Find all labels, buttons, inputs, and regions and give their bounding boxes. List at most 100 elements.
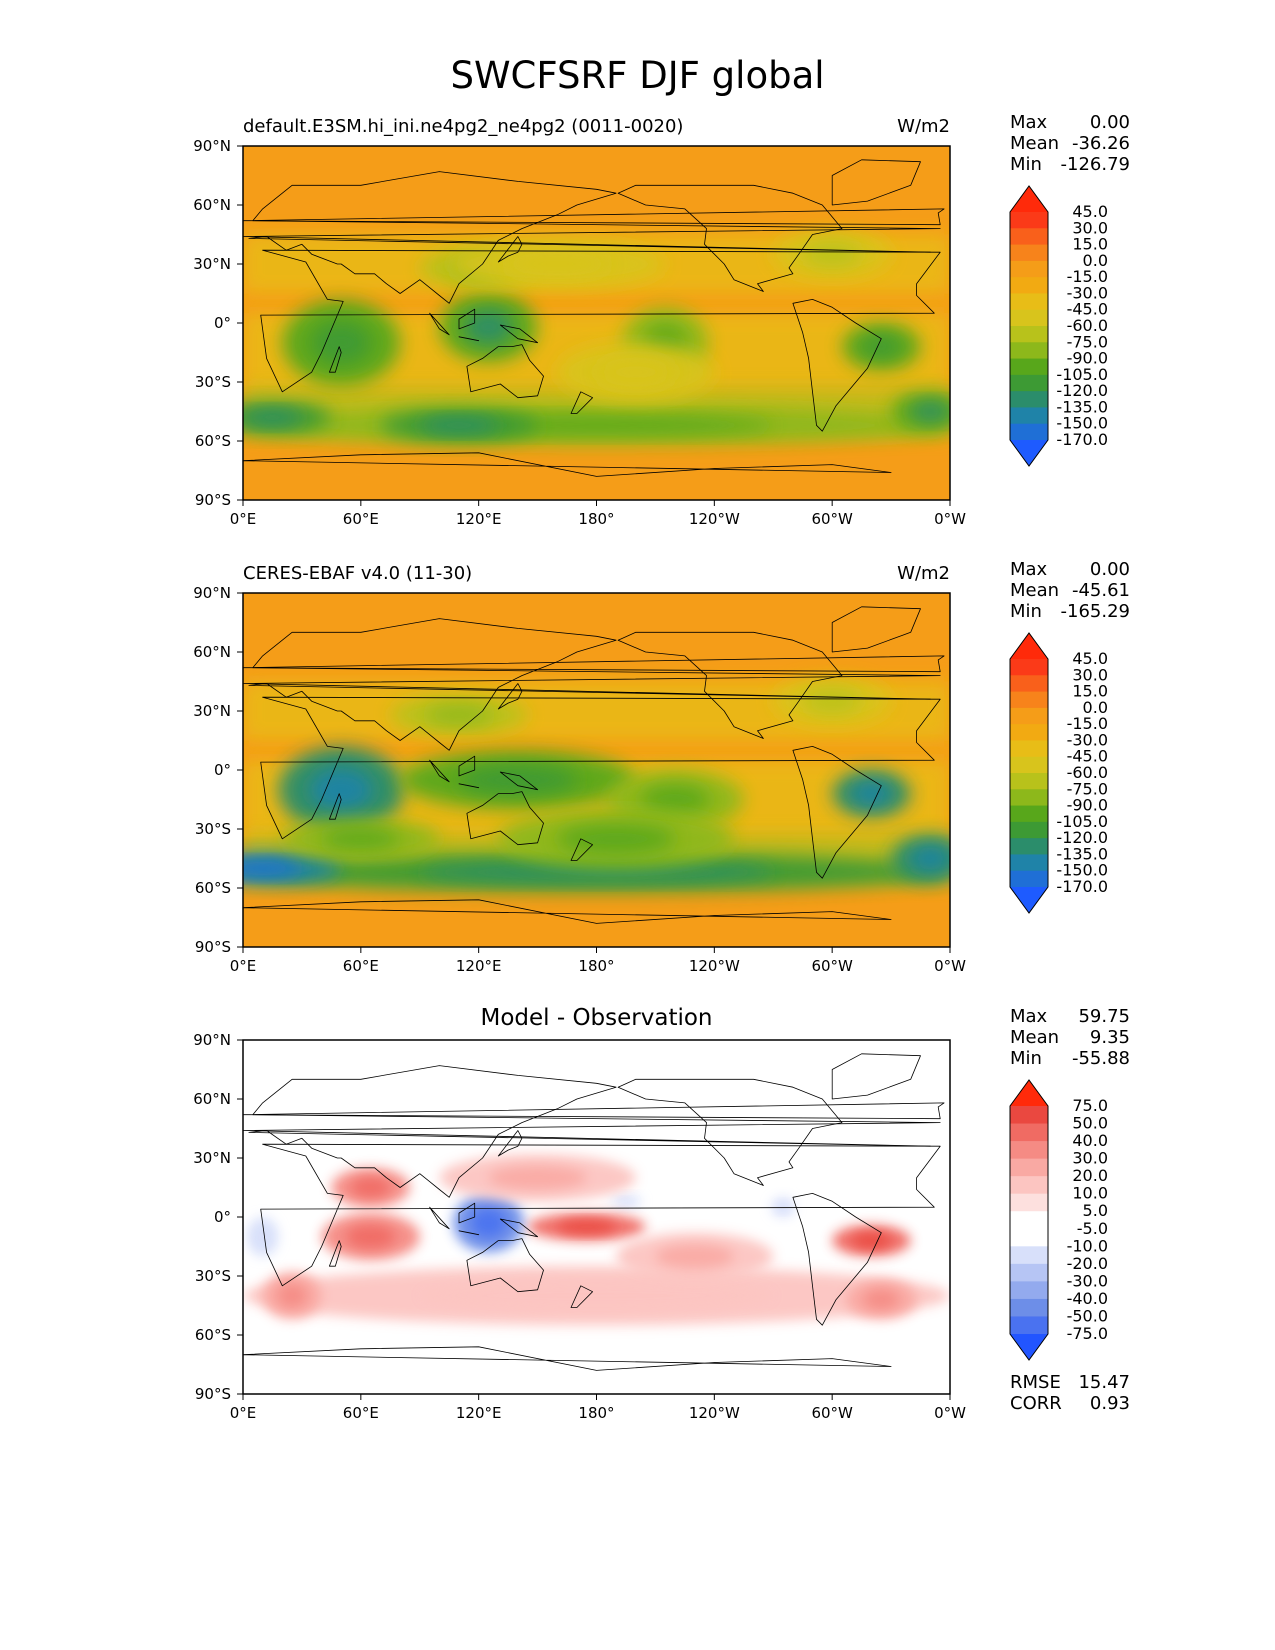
x-tick-label: 120°E [456, 510, 502, 528]
colorbar-segment [1010, 805, 1048, 823]
colorbar-segment [1010, 773, 1048, 790]
colorbar-segment [1010, 659, 1048, 676]
colorbar-segment [1010, 789, 1048, 807]
colorbar-segment [1010, 277, 1048, 294]
colorbar-segment [1010, 675, 1048, 693]
colorbar-segment [1010, 707, 1048, 725]
colorbar-segment [1010, 1281, 1048, 1300]
stat-row-rmse: RMSE 15.47 [1010, 1372, 1130, 1394]
y-tick-label: 60°S [195, 432, 231, 450]
stat-row-max: Max 59.75 [1010, 1006, 1130, 1028]
stat-value: 59.75 [1078, 1006, 1130, 1027]
coastline [243, 899, 892, 947]
y-tick-label: 90°S [195, 491, 231, 509]
field-blob-core [802, 242, 862, 266]
coastline [831, 1053, 921, 1100]
coastline [260, 1143, 941, 1287]
colorbar-segment [1010, 244, 1048, 262]
y-tick-label: 30°N [193, 702, 231, 720]
stat-value: -55.88 [1071, 1048, 1130, 1069]
colorbar-tick-label: -15.0 [1067, 267, 1108, 286]
colorbar-segment [1010, 740, 1048, 758]
stat-row-min: Min -126.79 [1010, 154, 1130, 176]
colorbar-segment [1010, 358, 1048, 376]
field-blob-core [470, 1208, 507, 1238]
coastline [792, 746, 882, 879]
coastline [466, 1238, 544, 1293]
x-tick-label: 120°E [456, 957, 502, 975]
stat-label: Min [1010, 1048, 1042, 1069]
colorbar-segment [1010, 870, 1048, 888]
colorbar-tick-label: -75.0 [1067, 779, 1108, 798]
stat-label: CORR [1010, 1393, 1062, 1414]
coastline [617, 184, 843, 292]
y-tick-label: 90°N [193, 137, 231, 155]
coastline [243, 171, 941, 304]
colorbar-extend-top [1010, 186, 1048, 212]
colorbar-segment [1010, 1246, 1048, 1265]
field-blob-core [861, 334, 901, 359]
colorbar-segment [1010, 326, 1048, 343]
coastline [328, 793, 342, 820]
field-blob-core [503, 252, 612, 276]
coastline [499, 1218, 538, 1238]
field-blob-core [419, 1280, 774, 1311]
colorbar-tick-label: -50.0 [1067, 1306, 1108, 1325]
coastline [243, 208, 945, 226]
field-blob-core [557, 1219, 617, 1234]
y-tick-label: 90°S [195, 938, 231, 956]
stat-label: RMSE [1010, 1372, 1061, 1393]
colorbar-segment [1010, 821, 1048, 839]
coastline [792, 298, 882, 432]
colorbar-segment [1010, 838, 1048, 855]
colorbar-tick-label: 0.0 [1083, 251, 1108, 270]
stat-label: Mean [1010, 133, 1060, 154]
stat-label: Mean [1010, 1027, 1060, 1048]
x-tick-label: 120°W [689, 510, 740, 528]
x-tick-label: 60°E [343, 957, 379, 975]
colorbar-tick-label: 20.0 [1072, 1166, 1108, 1185]
colorbar-tick-label: -135.0 [1056, 844, 1108, 863]
colorbar-extend-bottom [1010, 1334, 1048, 1360]
colorbar-tick-label: -60.0 [1067, 316, 1108, 335]
coastline [328, 1240, 342, 1267]
colorbar-tick-label: -90.0 [1067, 796, 1108, 815]
colorbar-tick-label: -30.0 [1067, 283, 1108, 302]
x-tick-label: 180° [578, 1404, 614, 1422]
coastline [570, 1285, 593, 1308]
figure-title: SWCFSRF DJF global [450, 54, 825, 97]
field-blob-core [346, 1224, 396, 1249]
stat-value: 0.00 [1089, 559, 1130, 580]
coastline [458, 783, 480, 789]
field-blob-core [419, 417, 499, 434]
coastline [260, 696, 941, 840]
colorbar-tick-label: -10.0 [1067, 1236, 1108, 1255]
panel-units: W/m2 [897, 563, 950, 584]
coastline [243, 618, 941, 751]
colorbar-segment [1010, 1123, 1048, 1142]
stat-value: 0.93 [1089, 1393, 1130, 1414]
stat-value: -165.29 [1060, 601, 1130, 622]
field-blob-core [851, 781, 892, 806]
coastline [466, 344, 544, 399]
colorbar-segment [1010, 212, 1048, 229]
colorbar-segment [1010, 724, 1048, 741]
y-tick-label: 90°S [195, 1385, 231, 1403]
coastline [617, 1078, 843, 1186]
colorbar-segment [1010, 1158, 1048, 1177]
coastline [831, 159, 921, 206]
stat-row-min: Min -55.88 [1010, 1048, 1130, 1070]
field-blob-core [463, 309, 514, 345]
y-tick-label: 30°N [193, 255, 231, 273]
coastline [243, 1346, 892, 1394]
stat-row-mean: Mean -36.26 [1010, 133, 1130, 155]
colorbar-segment [1010, 1298, 1048, 1317]
colorbar-tick-label: -170.0 [1056, 877, 1108, 896]
colorbar-segment [1010, 1263, 1048, 1282]
field-blob-core [254, 1226, 271, 1247]
x-tick-label: 0°W [934, 510, 966, 528]
